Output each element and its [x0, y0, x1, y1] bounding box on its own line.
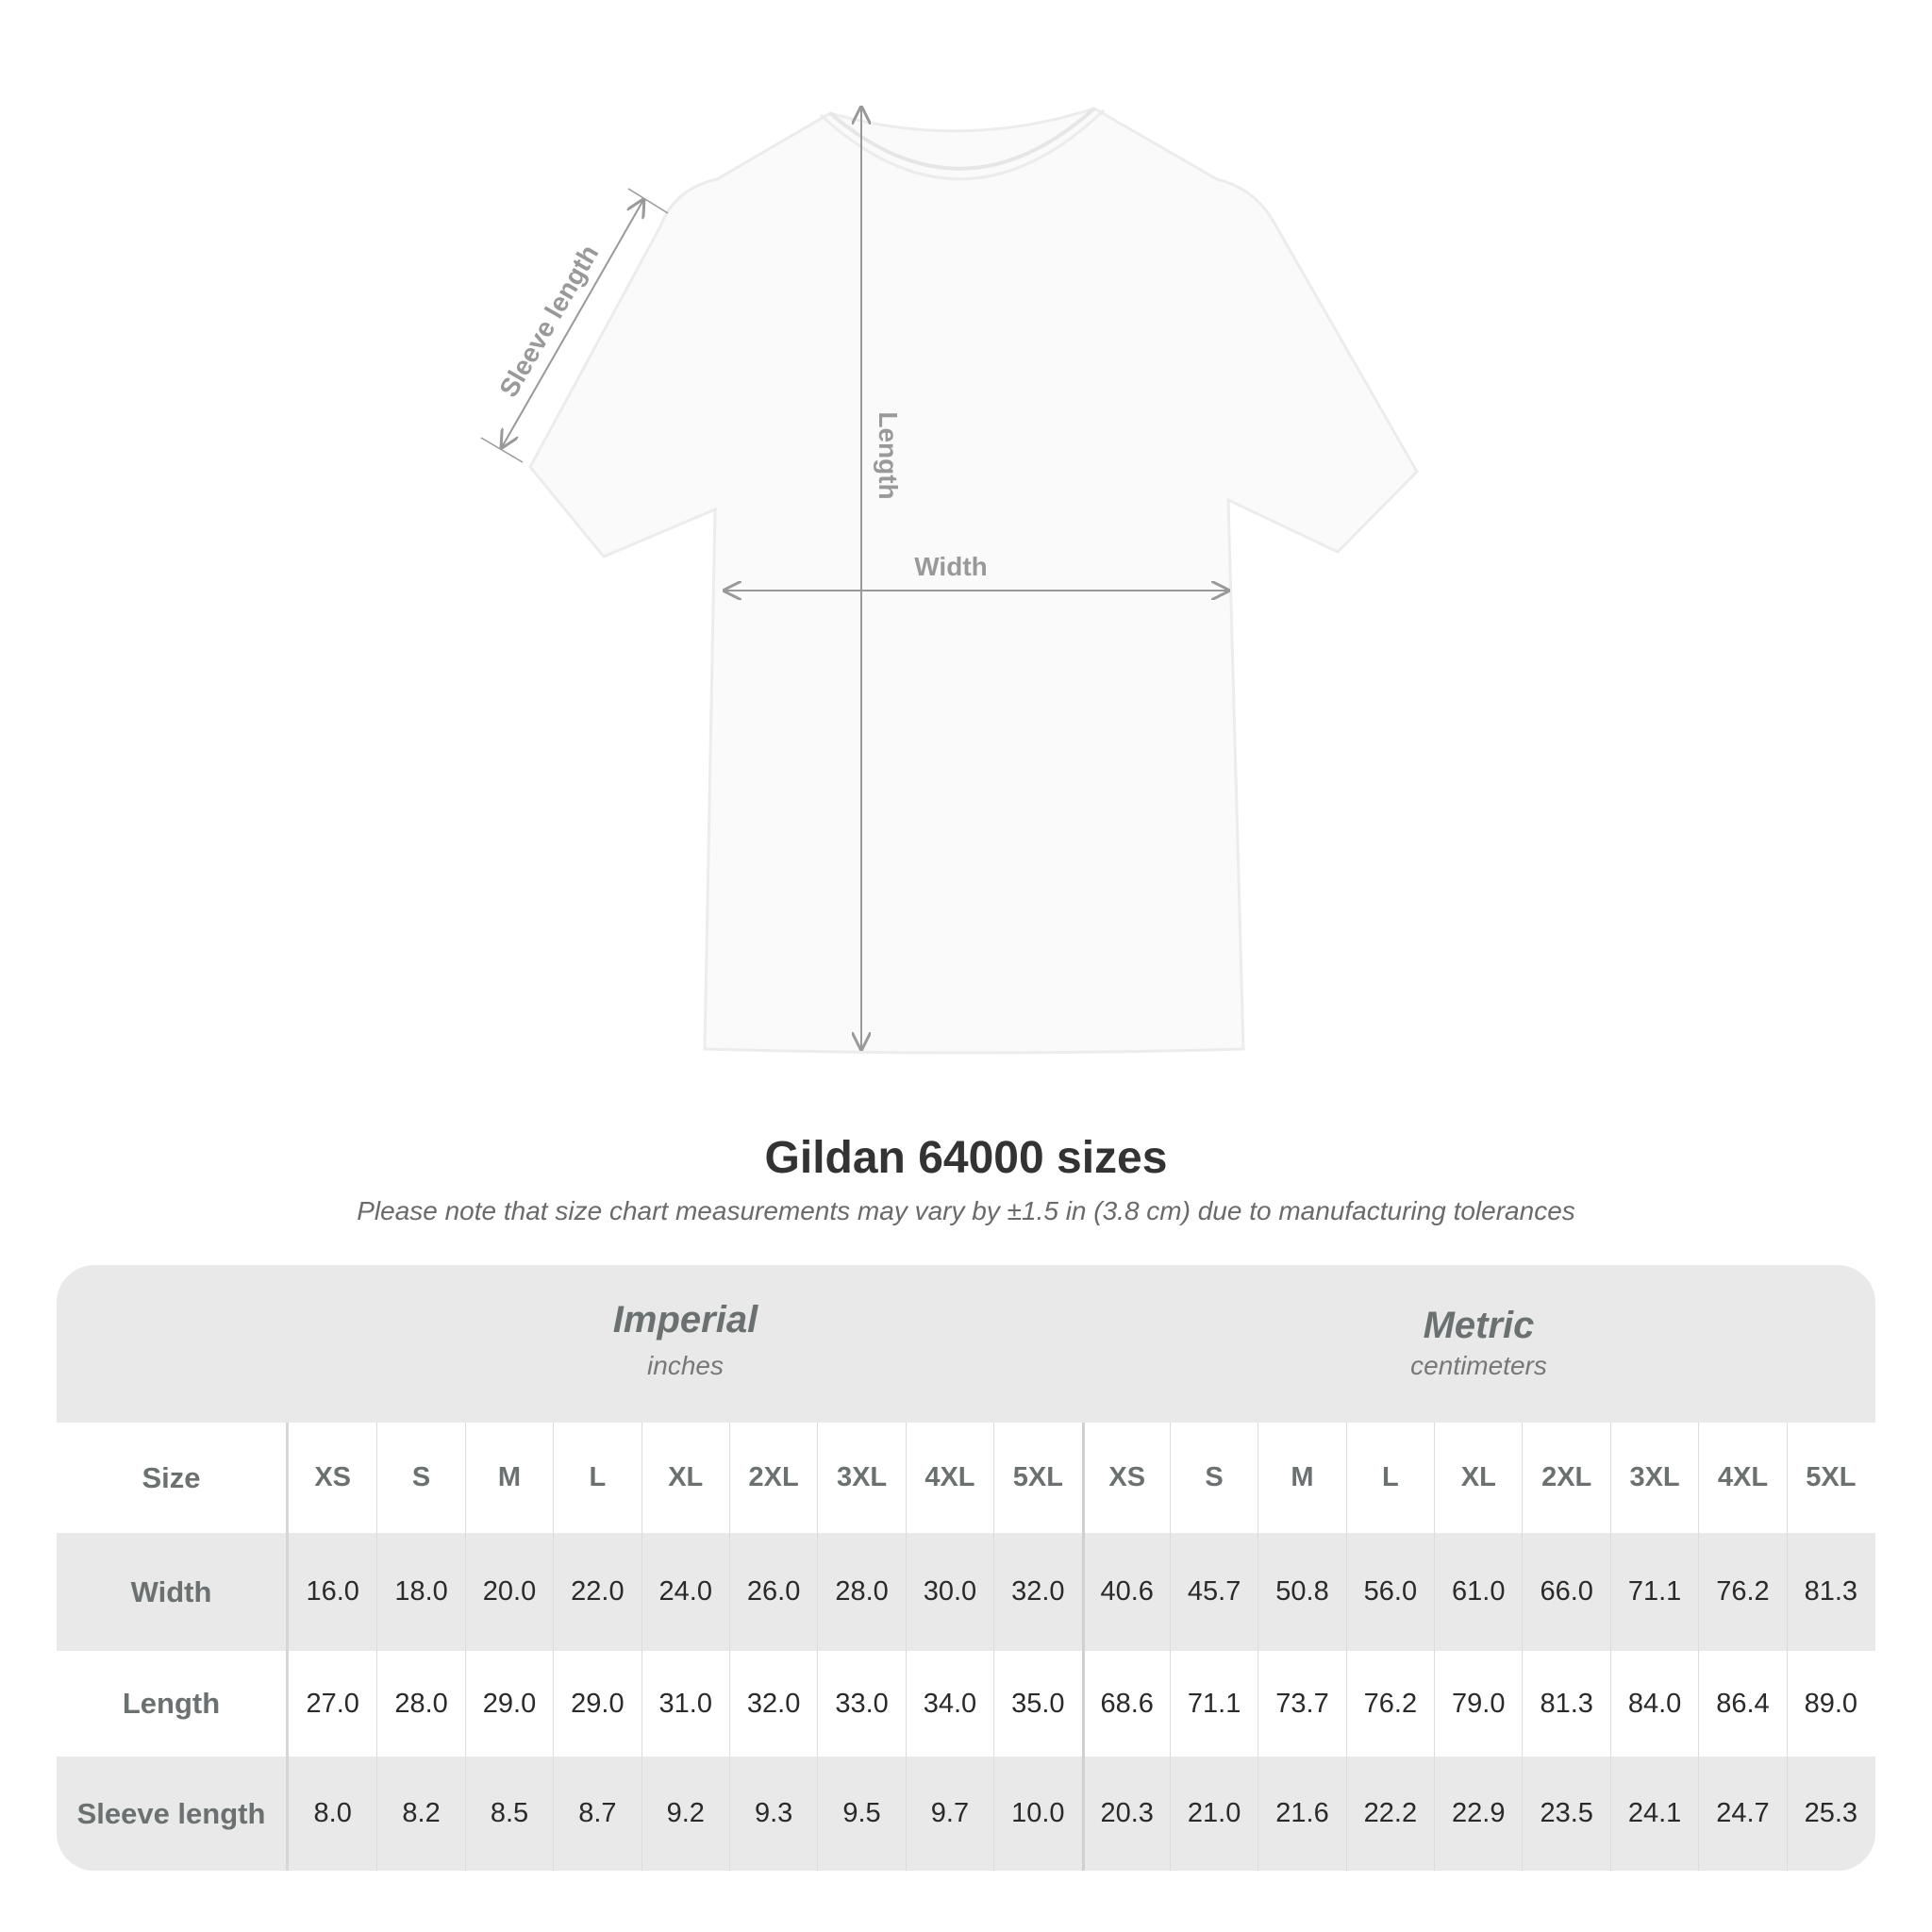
imperial-value-cell: 9.2	[641, 1757, 729, 1871]
size-header-cell: S	[376, 1423, 464, 1533]
tshirt-shape	[528, 107, 1419, 1055]
row-label: Size	[57, 1423, 289, 1533]
chart-title: Gildan 64000 sizes	[764, 1133, 1168, 1183]
imperial-value-cell: 29.0	[553, 1651, 641, 1757]
metric-value-cell: 86.4	[1698, 1651, 1786, 1757]
imperial-value-cell: 32.0	[993, 1533, 1081, 1651]
imperial-value-cell: 24.0	[641, 1533, 729, 1651]
metric-value-cell: 73.7	[1257, 1651, 1345, 1757]
metric-value-cell: 71.1	[1169, 1651, 1257, 1757]
sleeve-arrow	[502, 200, 643, 447]
row-label: Sleeve length	[57, 1757, 289, 1871]
metric-value-cell: 45.7	[1169, 1533, 1257, 1651]
imperial-value-cell: 10.0	[993, 1757, 1081, 1871]
table-row: Width 16.0 18.0 20.0 22.0 24.0 26.0 28.0 30.0 32.…	[57, 1533, 1875, 1651]
metric-value-cell: 89.0	[1786, 1651, 1874, 1757]
imperial-value-cell: 33.0	[817, 1651, 905, 1757]
metric-value-cell: 76.2	[1698, 1533, 1786, 1651]
metric-value-cell: 22.9	[1434, 1757, 1522, 1871]
metric-value-cell: 24.1	[1609, 1757, 1698, 1871]
metric-value-cell: 20.3	[1081, 1757, 1170, 1871]
table-row: Sleeve length 8.0 8.2 8.5 8.7 9.2 9.3 9.5 9.7 10.…	[57, 1757, 1875, 1871]
size-header-cell: 2XL	[1522, 1423, 1609, 1533]
imperial-value-cell: 9.3	[728, 1757, 817, 1871]
imperial-value-cell: 31.0	[641, 1651, 729, 1757]
size-header-cell: L	[1345, 1423, 1434, 1533]
size-header-cell: 2XL	[728, 1423, 817, 1533]
size-table: Imperial inches Metric centimeters Size X…	[57, 1265, 1875, 1871]
imperial-value-cell: 9.5	[817, 1757, 905, 1871]
width-label: Width	[914, 552, 988, 581]
metric-value-cell: 56.0	[1345, 1533, 1434, 1651]
size-header-cell: XL	[1434, 1423, 1522, 1533]
imperial-value-cell: 9.7	[905, 1757, 993, 1871]
metric-value-cell: 81.3	[1522, 1651, 1609, 1757]
size-header-cell: S	[1169, 1423, 1257, 1533]
size-header-cell: 3XL	[817, 1423, 905, 1533]
metric-value-cell: 66.0	[1522, 1533, 1609, 1651]
imperial-value-cell: 28.0	[817, 1533, 905, 1651]
imperial-value-cell: 16.0	[306, 1576, 359, 1607]
metric-value-cell: 68.6	[1081, 1651, 1170, 1757]
metric-value-cell: 79.0	[1434, 1651, 1522, 1757]
metric-value-cell: 50.8	[1257, 1533, 1345, 1651]
length-label: Length	[874, 411, 903, 499]
imperial-header: Imperial inches	[289, 1265, 1082, 1423]
metric-unit: centimeters	[1410, 1351, 1547, 1380]
table-row: Length 27.0 28.0 29.0 29.0 31.0 32.0 33.0 34.0 35…	[57, 1651, 1875, 1757]
metric-value-cell: 21.6	[1257, 1757, 1345, 1871]
imperial-value-cell: 35.0	[993, 1651, 1081, 1757]
size-header-cell: XS	[314, 1462, 352, 1492]
size-header-cell: 5XL	[993, 1423, 1081, 1533]
imperial-value-cell: 27.0	[306, 1688, 359, 1719]
imperial-value-cell: 8.0	[313, 1798, 352, 1828]
size-header-cell: M	[464, 1423, 553, 1533]
imperial-value-cell: 34.0	[905, 1651, 993, 1757]
imperial-value-cell: 8.5	[464, 1757, 553, 1871]
imperial-value-cell: 29.0	[464, 1651, 553, 1757]
row-label: Width	[57, 1533, 289, 1651]
tolerance-note: Please note that size chart measurements…	[357, 1196, 1575, 1225]
metric-value-cell: 61.0	[1434, 1533, 1522, 1651]
size-header-cell: 4XL	[905, 1423, 993, 1533]
metric-value-cell: 81.3	[1786, 1533, 1874, 1651]
imperial-value-cell: 20.0	[464, 1533, 553, 1651]
metric-value-cell: 40.6	[1081, 1533, 1170, 1651]
metric-value-cell: 21.0	[1169, 1757, 1257, 1871]
metric-value-cell: 71.1	[1609, 1533, 1698, 1651]
size-header-cell: 4XL	[1698, 1423, 1786, 1533]
size-header-cell: L	[553, 1423, 641, 1533]
imperial-value-cell: 22.0	[553, 1533, 641, 1651]
size-header-cell: XL	[641, 1423, 729, 1533]
imperial-unit: inches	[647, 1351, 724, 1380]
imperial-value-cell: 8.7	[553, 1757, 641, 1871]
metric-title: Metric	[1423, 1305, 1535, 1346]
metric-value-cell: 84.0	[1609, 1651, 1698, 1757]
imperial-title: Imperial	[612, 1299, 758, 1341]
metric-value-cell: 24.7	[1698, 1757, 1786, 1871]
size-header-cell: M	[1257, 1423, 1345, 1533]
imperial-value-cell: 32.0	[728, 1651, 817, 1757]
imperial-value-cell: 28.0	[376, 1651, 464, 1757]
size-header-cell: 3XL	[1609, 1423, 1698, 1533]
imperial-value-cell: 8.2	[376, 1757, 464, 1871]
size-header-row: Size XS S M L XL 2XL 3XL 4XL 5XL XS S M L XL 2XL 3XL 4XL 5…	[57, 1423, 1875, 1533]
imperial-value-cell: 18.0	[376, 1533, 464, 1651]
metric-header: Metric centimeters	[1082, 1265, 1875, 1423]
metric-value-cell: 23.5	[1522, 1757, 1609, 1871]
imperial-value-cell: 30.0	[905, 1533, 993, 1651]
metric-value-cell: 22.2	[1345, 1757, 1434, 1871]
imperial-value-cell: 26.0	[728, 1533, 817, 1651]
metric-value-cell: 25.3	[1786, 1757, 1874, 1871]
metric-value-cell: 76.2	[1345, 1651, 1434, 1757]
size-header-cell: 5XL	[1786, 1423, 1874, 1533]
tshirt-diagram: Width Length Sleeve length	[480, 0, 1419, 1055]
size-header-cell: XS	[1081, 1423, 1170, 1533]
row-label: Length	[57, 1651, 289, 1757]
